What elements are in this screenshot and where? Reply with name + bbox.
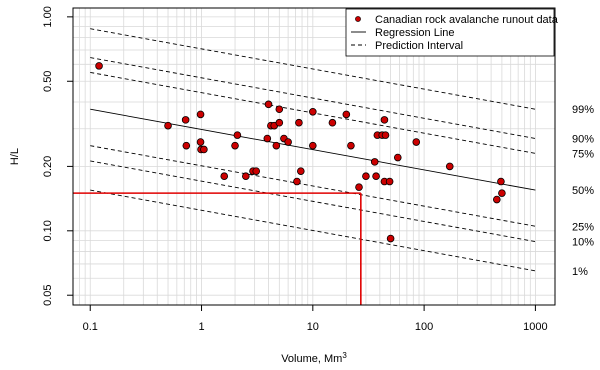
- x-axis-title-superscript: 3: [342, 351, 347, 360]
- data-point: [231, 141, 239, 150]
- data-point: [362, 172, 370, 180]
- y-axis-ticks: 0.05 0.10 0.20 0.50 1.00: [42, 6, 73, 306]
- data-point: [275, 118, 284, 127]
- prediction-interval-label: 10%: [572, 237, 594, 249]
- data-point: [493, 195, 501, 204]
- y-tick-label: 0.05: [42, 284, 54, 305]
- data-point: [412, 138, 421, 146]
- data-point: [295, 118, 303, 127]
- data-point: [242, 172, 250, 180]
- x-tick-label: 10: [307, 321, 319, 333]
- data-point: [347, 141, 355, 150]
- y-axis-title: H/L: [9, 148, 21, 165]
- prediction-interval-labels: 99% 90% 75% 50% 25% 10% 1%: [572, 104, 594, 278]
- y-tick-label: 0.50: [42, 71, 54, 92]
- data-point: [497, 177, 505, 186]
- data-point: [355, 183, 363, 191]
- data-point: [342, 110, 351, 119]
- x-tick-label: 100: [415, 321, 433, 333]
- data-point: [293, 177, 301, 186]
- x-tick-label: 1000: [523, 321, 547, 333]
- y-tick-label: 0.10: [42, 220, 54, 241]
- data-point: [220, 172, 229, 180]
- x-tick-label: 1: [198, 321, 204, 333]
- prediction-interval-label: 1%: [572, 266, 588, 278]
- data-point: [309, 141, 317, 150]
- data-point: [233, 131, 242, 139]
- data-point: [445, 162, 454, 171]
- data-point: [196, 138, 205, 146]
- data-point: [393, 153, 402, 162]
- y-tick-label: 0.20: [42, 156, 54, 177]
- data-point: [181, 116, 190, 124]
- prediction-interval-label: 50%: [572, 185, 594, 197]
- legend: Canadian rock avalanche runout dataRegre…: [345, 8, 559, 57]
- data-point: [498, 189, 506, 197]
- data-point: [275, 105, 284, 114]
- legend-label: Prediction Interval: [375, 40, 463, 52]
- data-point: [95, 62, 103, 70]
- data-point: [386, 234, 395, 243]
- y-tick-label: 1.00: [42, 6, 54, 27]
- legend-label: Canadian rock avalanche runout data: [375, 14, 559, 26]
- x-axis-title: Volume, Mm3: [281, 351, 347, 365]
- data-point: [272, 141, 281, 150]
- data-point: [297, 167, 305, 175]
- regression-line: [90, 108, 536, 191]
- legend-label: Regression Line: [375, 27, 455, 39]
- data-point: [196, 110, 205, 119]
- data-point: [200, 145, 208, 154]
- legend-box: [345, 8, 555, 57]
- prediction-interval-line: [90, 145, 536, 227]
- data-point: [370, 158, 379, 166]
- data-point: [252, 167, 261, 175]
- data-point: [381, 131, 390, 139]
- x-axis-title-text: Volume, Mm: [281, 353, 342, 365]
- prediction-interval-label: 75%: [572, 148, 594, 160]
- data-point: [309, 107, 317, 116]
- data-point: [263, 134, 272, 143]
- data-points: [95, 62, 506, 243]
- prediction-interval-label: 99%: [572, 104, 594, 116]
- data-point: [380, 116, 389, 124]
- prediction-interval-line: [90, 57, 536, 139]
- data-point: [328, 118, 337, 127]
- data-point: [385, 177, 394, 186]
- data-point: [164, 121, 172, 130]
- prediction-interval-label: 90%: [572, 134, 594, 146]
- data-point: [372, 172, 380, 180]
- plot-frame: [72, 7, 556, 306]
- prediction-interval-line: [90, 28, 536, 110]
- data-point: [264, 100, 273, 109]
- legend-marker-point: [355, 16, 361, 22]
- data-point: [182, 141, 191, 150]
- prediction-interval-line: [90, 160, 536, 243]
- prediction-interval-line: [90, 189, 536, 272]
- regression-line-group: [90, 108, 536, 191]
- reference-lines: [73, 192, 362, 305]
- grid: [72, 8, 555, 305]
- x-tick-label: 0.1: [83, 321, 98, 333]
- x-axis-ticks: 0.1 1 10 100 1000: [83, 305, 548, 333]
- data-point: [284, 138, 292, 146]
- prediction-interval-label: 25%: [572, 221, 594, 233]
